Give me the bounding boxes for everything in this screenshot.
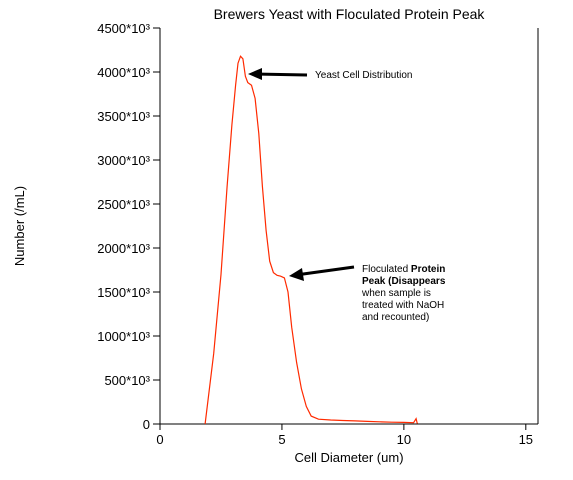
y-tick-label: 3500*10³ [97, 109, 150, 124]
y-tick-label: 1000*10³ [97, 329, 150, 344]
annotations-layer: Yeast Cell Distribution Floculated Prote… [248, 68, 448, 323]
plot-area [159, 28, 539, 425]
y-tick-label: 3000*10³ [97, 153, 150, 168]
x-tick-label: 15 [519, 432, 533, 447]
y-axis-ticks: 0 500*10³ 1000*10³ 1500*10³ 2000*10³ 2500*10³… [97, 21, 160, 432]
y-tick-label: 0 [143, 417, 150, 432]
series-line-0 [204, 55, 418, 425]
y-axis-title: Number (/mL) [12, 186, 27, 266]
y-tick-label: 1500*10³ [97, 285, 150, 300]
y-tick-label: 2500*10³ [97, 197, 150, 212]
annotation-protein: Floculated Protein Peak (Disappears when… [289, 264, 448, 323]
annotation-yeast: Yeast Cell Distribution [248, 68, 412, 81]
x-tick-label: 0 [156, 432, 163, 447]
x-axis-ticks: 0 5 10 15 [156, 424, 533, 447]
annotation-text: Floculated Protein Peak (Disappears when… [361, 264, 448, 323]
x-tick-label: 5 [278, 432, 285, 447]
x-axis-title: Cell Diameter (um) [294, 450, 403, 465]
annotation-arrow [295, 265, 355, 277]
annotation-arrowhead [289, 268, 304, 281]
annotation-arrow [253, 72, 308, 77]
x-tick-label: 10 [397, 432, 411, 447]
y-tick-label: 2000*10³ [97, 241, 150, 256]
series-layer [204, 55, 418, 425]
chart-title: Brewers Yeast with Floculated Protein Pe… [214, 6, 486, 22]
annotation-arrowhead [248, 68, 262, 80]
y-tick-label: 4000*10³ [97, 65, 150, 80]
y-tick-label: 500*10³ [104, 373, 150, 388]
y-tick-label: 4500*10³ [97, 21, 150, 36]
annotation-text: Yeast Cell Distribution [315, 70, 412, 81]
